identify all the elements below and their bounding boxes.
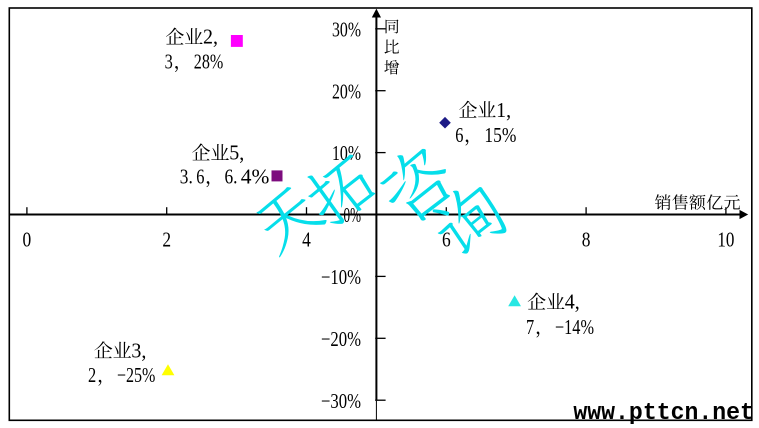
svg-text:6.: 6. [225, 164, 238, 188]
svg-text:2: 2 [88, 363, 96, 387]
svg-text:−10%: −10% [321, 265, 361, 289]
svg-text:www.pttcn.net: www.pttcn.net [573, 400, 754, 427]
svg-text:3: 3 [165, 49, 173, 73]
svg-text:1,: 1, [496, 98, 511, 122]
svg-text:4%: 4% [241, 164, 270, 188]
svg-text:6: 6 [455, 123, 463, 147]
svg-text:30%: 30% [332, 17, 361, 41]
svg-text:0: 0 [23, 228, 32, 252]
svg-text:2,: 2, [203, 25, 218, 49]
svg-text:7: 7 [526, 315, 534, 339]
svg-text:−30%: −30% [321, 389, 361, 413]
svg-text:−25%: −25% [117, 363, 155, 387]
svg-text:10: 10 [717, 228, 734, 252]
svg-text:2: 2 [162, 228, 171, 252]
svg-text:−20%: −20% [321, 327, 361, 351]
svg-text:5,: 5, [229, 141, 244, 165]
svg-text:6: 6 [442, 228, 451, 252]
svg-text:3.: 3. [180, 164, 193, 188]
svg-text:20%: 20% [332, 79, 361, 103]
svg-text:3,: 3, [131, 338, 146, 362]
svg-text:15%: 15% [484, 123, 516, 147]
svg-text:8: 8 [582, 228, 591, 252]
svg-text:28%: 28% [194, 49, 224, 73]
svg-text:4,: 4, [565, 290, 580, 314]
svg-text:4: 4 [302, 228, 311, 252]
svg-text:6: 6 [196, 164, 204, 188]
svg-text:−14%: −14% [555, 315, 594, 339]
